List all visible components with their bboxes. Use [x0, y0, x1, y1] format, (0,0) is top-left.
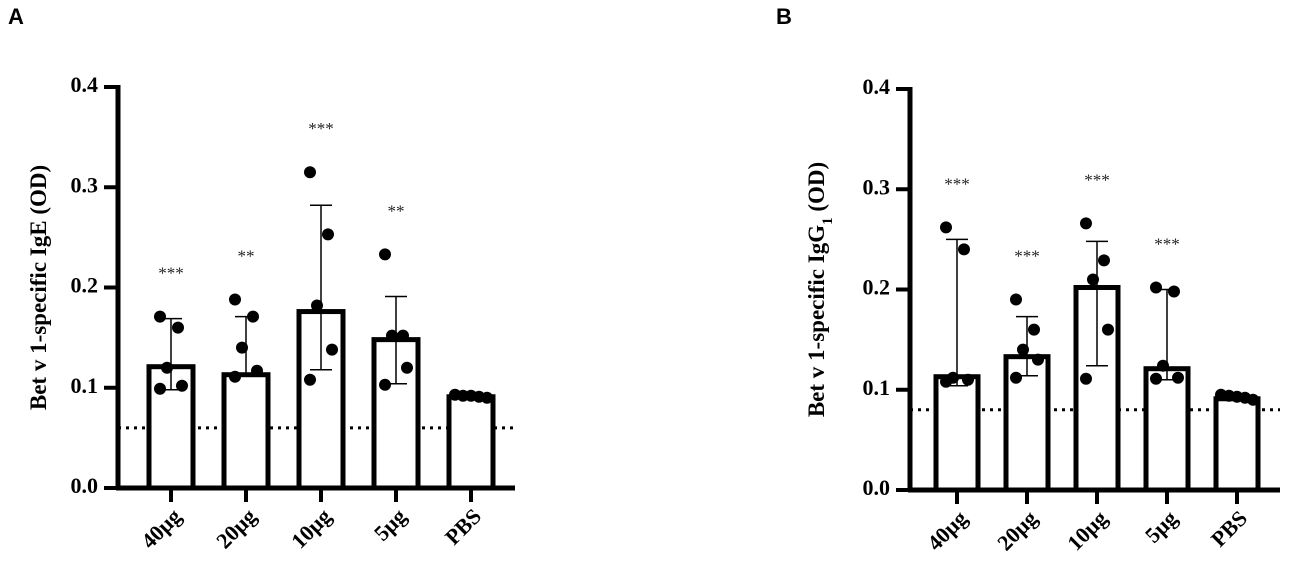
data-point [1080, 217, 1092, 230]
y-axis-label: Bet v 1-specific IgE (OD) [26, 165, 51, 410]
y-tick-label: 0.1 [863, 375, 891, 400]
data-point [1087, 273, 1099, 286]
bar [933, 374, 981, 493]
bar [1213, 396, 1261, 493]
data-point [1080, 372, 1092, 385]
panel-label-a: A [8, 4, 24, 29]
data-point [154, 382, 166, 395]
significance-label: *** [308, 119, 334, 138]
data-point [1150, 372, 1162, 385]
data-point [962, 373, 974, 386]
data-point [304, 166, 316, 179]
y-tick-label: 0.4 [863, 74, 891, 99]
x-tick-label: 10µg [1062, 505, 1112, 555]
panel-label-b: B [776, 4, 792, 29]
significance-label: ** [238, 247, 255, 266]
data-point [1168, 285, 1180, 298]
significance-label: *** [944, 174, 970, 193]
data-point [1150, 281, 1162, 294]
data-point [326, 343, 338, 356]
data-point [229, 293, 241, 306]
data-point [251, 364, 263, 377]
y-tick-label: 0.3 [71, 172, 99, 197]
x-tick-label: 20µg [992, 505, 1042, 555]
y-axis-label-main: Bet v 1-specific IgE (OD) [26, 165, 51, 410]
y-tick-label: 0.2 [71, 273, 99, 298]
y-tick-label: 0.1 [71, 373, 99, 398]
data-point [940, 221, 952, 234]
y-tick-label: 0.3 [863, 174, 891, 199]
data-point [1172, 371, 1184, 384]
significance-label: ** [388, 201, 405, 220]
data-point [1102, 323, 1114, 336]
x-tick-label: 5µg [369, 503, 411, 545]
chart-a: Bet v 1-specific IgE (OD) *** 40µg ** 20µg **… [26, 72, 515, 553]
data-point [304, 373, 316, 386]
data-point [379, 248, 391, 261]
y-axis-label-suffix: (OD) [804, 162, 829, 218]
x-tick-label: PBS [1206, 505, 1252, 551]
data-point [379, 378, 391, 391]
data-point [1028, 323, 1040, 336]
data-point [386, 329, 398, 342]
significance-label: *** [158, 264, 184, 283]
data-point [1032, 353, 1044, 366]
bar [1143, 366, 1191, 493]
data-point [1157, 359, 1169, 372]
data-point [236, 341, 248, 354]
x-tick-label: 5µg [1140, 505, 1182, 547]
data-point [311, 299, 323, 312]
data-point [154, 310, 166, 323]
data-point [1247, 393, 1259, 406]
data-point [1010, 293, 1022, 306]
data-point [1098, 254, 1110, 267]
x-tick-label: PBS [440, 503, 486, 549]
y-axis-label-main: Bet v 1-specific IgG [804, 225, 829, 417]
x-tick-label: 10µg [286, 503, 336, 553]
x-tick-label: 40µg [136, 503, 186, 553]
x-tick-label: 40µg [922, 505, 972, 555]
data-point [1017, 343, 1029, 356]
data-point [481, 391, 493, 404]
significance-label: *** [1154, 234, 1180, 253]
bar [221, 372, 271, 491]
data-point [229, 370, 241, 383]
y-tick-label: 0.4 [71, 72, 99, 97]
y-axis-label: Bet v 1-specific IgG1 (OD) [804, 162, 836, 417]
data-point [397, 329, 409, 342]
y-axis-label-subscript: 1 [820, 217, 836, 225]
bar [446, 394, 496, 491]
y-tick-label: 0.2 [863, 275, 891, 300]
y-tick-label: 0.0 [71, 473, 99, 498]
data-point [247, 310, 259, 323]
data-point [958, 243, 970, 256]
data-point [172, 321, 184, 334]
significance-label: *** [1084, 170, 1110, 189]
data-point [322, 228, 334, 241]
data-point [161, 361, 173, 374]
y-tick-label: 0.0 [863, 475, 891, 500]
data-point [940, 375, 952, 388]
data-point [176, 379, 188, 392]
data-point [401, 361, 413, 374]
data-point [1010, 371, 1022, 384]
significance-label: *** [1014, 247, 1040, 266]
x-tick-label: 20µg [211, 503, 261, 553]
chart-b: Bet v 1-specific IgG1 (OD) *** 40µg *** 20µg… [804, 74, 1280, 555]
